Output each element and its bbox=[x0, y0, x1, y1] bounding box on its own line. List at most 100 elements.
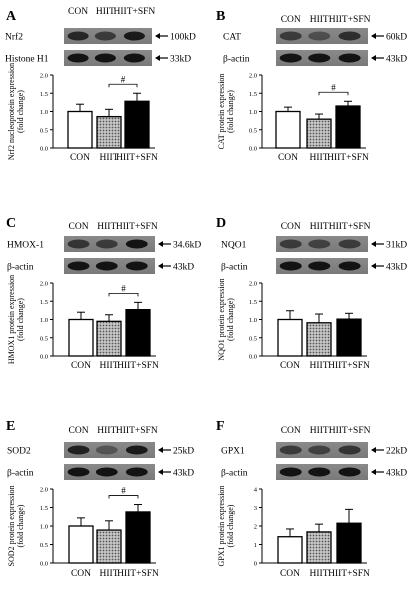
bar-hiit bbox=[306, 118, 332, 149]
bar-con bbox=[277, 536, 303, 564]
x-tick-label: HIIT+SFN bbox=[117, 361, 159, 371]
y-tick-label: 0.5 bbox=[249, 335, 257, 342]
y-tick-label: 2 bbox=[254, 524, 257, 531]
x-tick-label: HIIT bbox=[310, 569, 329, 579]
y-tick-label: 0.5 bbox=[40, 335, 48, 342]
molecular-weight-label: 22kD bbox=[386, 447, 407, 457]
y-tick-label: 1.0 bbox=[249, 109, 257, 116]
blot-group-label: HIIT+SFN bbox=[329, 15, 371, 25]
blot-band bbox=[279, 239, 302, 249]
blot-band bbox=[67, 467, 90, 477]
panel-letter: E bbox=[6, 419, 15, 434]
significance-marker: # bbox=[121, 74, 126, 84]
molecular-weight-label: 43kD bbox=[386, 263, 407, 273]
blot-band bbox=[95, 239, 118, 249]
blot-band bbox=[67, 239, 90, 249]
x-tick-label: CON bbox=[280, 361, 300, 371]
bar-hiit bbox=[306, 322, 332, 357]
blot-group-label: HIIT+SFN bbox=[116, 222, 158, 232]
y-tick-label: 0.0 bbox=[249, 146, 257, 153]
panel-letter: C bbox=[6, 216, 16, 231]
y-tick-label: 2.0 bbox=[40, 73, 48, 80]
blot-group-label: HIIT bbox=[310, 222, 329, 232]
significance-marker: # bbox=[121, 486, 126, 496]
molecular-weight-label: 43kD bbox=[173, 469, 194, 479]
molecular-weight-label: 43kD bbox=[173, 263, 194, 273]
blot-group-label: HIIT bbox=[310, 15, 329, 25]
arrow-head-icon bbox=[158, 263, 163, 269]
blot-band bbox=[94, 31, 116, 41]
blot-band bbox=[95, 261, 118, 271]
arrow-head-icon bbox=[371, 263, 376, 269]
y-tick-label: 2.0 bbox=[40, 281, 48, 288]
bar-con bbox=[68, 318, 94, 357]
blot-band bbox=[308, 445, 331, 455]
y-tick-label: 0 bbox=[254, 561, 257, 568]
x-tick-label: CON bbox=[71, 361, 91, 371]
blot-group-label: HIIT+SFN bbox=[329, 426, 371, 436]
arrow-head-icon bbox=[158, 447, 163, 453]
protein-label: NQO1 bbox=[221, 241, 247, 251]
y-tick-label: 1.5 bbox=[249, 91, 257, 98]
y-tick-label: 0.0 bbox=[249, 354, 257, 361]
protein-label: β-actin bbox=[221, 263, 248, 273]
y-tick-label: 2.0 bbox=[249, 281, 257, 288]
molecular-weight-label: 31kD bbox=[386, 241, 407, 251]
protein-label: SOD2 bbox=[7, 447, 31, 457]
blot-band bbox=[67, 445, 90, 455]
molecular-weight-label: 100kD bbox=[170, 33, 196, 43]
bar-hiit-sfn bbox=[125, 511, 151, 564]
blot-band bbox=[67, 31, 89, 41]
protein-label: β-actin bbox=[221, 469, 248, 479]
blot-group-label: HIIT+SFN bbox=[329, 222, 371, 232]
blot-band bbox=[308, 53, 331, 63]
x-tick-label: HIIT bbox=[100, 153, 119, 163]
blot-group-label: CON bbox=[69, 426, 89, 436]
bar-con bbox=[68, 525, 94, 564]
y-tick-label: 0.0 bbox=[40, 354, 48, 361]
blot-band bbox=[308, 239, 331, 249]
molecular-weight-label: 43kD bbox=[386, 55, 407, 65]
molecular-weight-label: 33kD bbox=[170, 55, 191, 65]
x-tick-label: CON bbox=[278, 153, 298, 163]
bar-hiit bbox=[96, 320, 122, 357]
blot-band bbox=[338, 467, 361, 477]
protein-label: GPX1 bbox=[221, 447, 245, 457]
blot-band bbox=[338, 53, 361, 63]
molecular-weight-label: 25kD bbox=[173, 447, 194, 457]
y-tick-label: 0.5 bbox=[249, 127, 257, 134]
blot-band bbox=[279, 467, 302, 477]
blot-band bbox=[123, 31, 145, 41]
y-tick-label: 1.5 bbox=[40, 505, 48, 512]
blot-band bbox=[338, 261, 361, 271]
significance-marker: # bbox=[121, 283, 126, 293]
molecular-weight-label: 43kD bbox=[386, 469, 407, 479]
bar-hiit-sfn bbox=[335, 105, 361, 149]
y-tick-label: 1.0 bbox=[40, 524, 48, 531]
protein-label: β-actin bbox=[223, 55, 250, 65]
y-axis-label-unit: (fold change) bbox=[226, 90, 235, 133]
blot-band bbox=[67, 261, 90, 271]
y-tick-label: 0.5 bbox=[40, 542, 48, 549]
x-tick-label: CON bbox=[71, 569, 91, 579]
blot-group-label: CON bbox=[68, 7, 88, 17]
y-axis-label: HMOX1 protein expression bbox=[7, 275, 16, 364]
blot-group-label: CON bbox=[69, 222, 89, 232]
significance-bracket bbox=[108, 83, 138, 88]
y-tick-label: 2.0 bbox=[40, 487, 48, 494]
arrow-head-icon bbox=[155, 33, 160, 39]
y-tick-label: 3 bbox=[254, 505, 257, 512]
blot-band bbox=[338, 31, 361, 41]
significance-marker: # bbox=[331, 82, 336, 92]
panel-letter: F bbox=[216, 419, 225, 434]
arrow-head-icon bbox=[158, 241, 163, 247]
y-tick-label: 0.0 bbox=[40, 146, 48, 153]
blot-band bbox=[279, 445, 302, 455]
blot-band bbox=[125, 239, 148, 249]
blot-band bbox=[279, 31, 302, 41]
blot-band bbox=[125, 445, 148, 455]
x-tick-label: HIIT+SFN bbox=[327, 153, 369, 163]
